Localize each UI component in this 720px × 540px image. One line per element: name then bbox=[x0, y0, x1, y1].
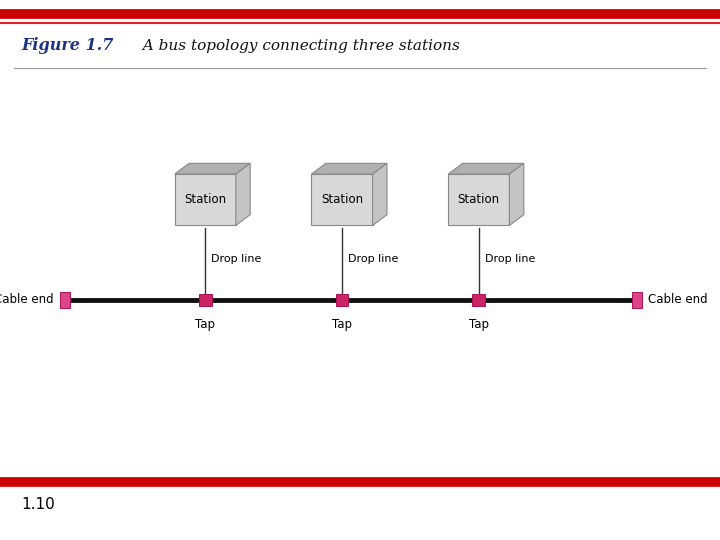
FancyBboxPatch shape bbox=[60, 292, 70, 308]
Polygon shape bbox=[510, 163, 524, 226]
Text: 1.10: 1.10 bbox=[22, 497, 55, 512]
Text: Station: Station bbox=[458, 193, 500, 206]
FancyBboxPatch shape bbox=[311, 174, 373, 226]
Polygon shape bbox=[236, 163, 251, 226]
Polygon shape bbox=[448, 163, 524, 174]
Text: Drop line: Drop line bbox=[485, 254, 535, 264]
Text: Cable end: Cable end bbox=[648, 293, 708, 306]
FancyBboxPatch shape bbox=[199, 294, 212, 306]
Text: Tap: Tap bbox=[332, 318, 352, 330]
Polygon shape bbox=[311, 163, 387, 174]
FancyBboxPatch shape bbox=[448, 174, 510, 226]
FancyBboxPatch shape bbox=[336, 294, 348, 306]
Text: Drop line: Drop line bbox=[348, 254, 398, 264]
Text: Tap: Tap bbox=[469, 318, 489, 330]
FancyBboxPatch shape bbox=[632, 292, 642, 308]
Text: Drop line: Drop line bbox=[211, 254, 261, 264]
Polygon shape bbox=[174, 163, 251, 174]
Text: Cable end: Cable end bbox=[0, 293, 54, 306]
Text: Figure 1.7: Figure 1.7 bbox=[22, 37, 114, 55]
Text: A bus topology connecting three stations: A bus topology connecting three stations bbox=[133, 39, 460, 53]
FancyBboxPatch shape bbox=[174, 174, 236, 226]
Text: Tap: Tap bbox=[195, 318, 215, 330]
Polygon shape bbox=[373, 163, 387, 226]
FancyBboxPatch shape bbox=[472, 294, 485, 306]
Text: Station: Station bbox=[184, 193, 226, 206]
Text: Station: Station bbox=[321, 193, 363, 206]
